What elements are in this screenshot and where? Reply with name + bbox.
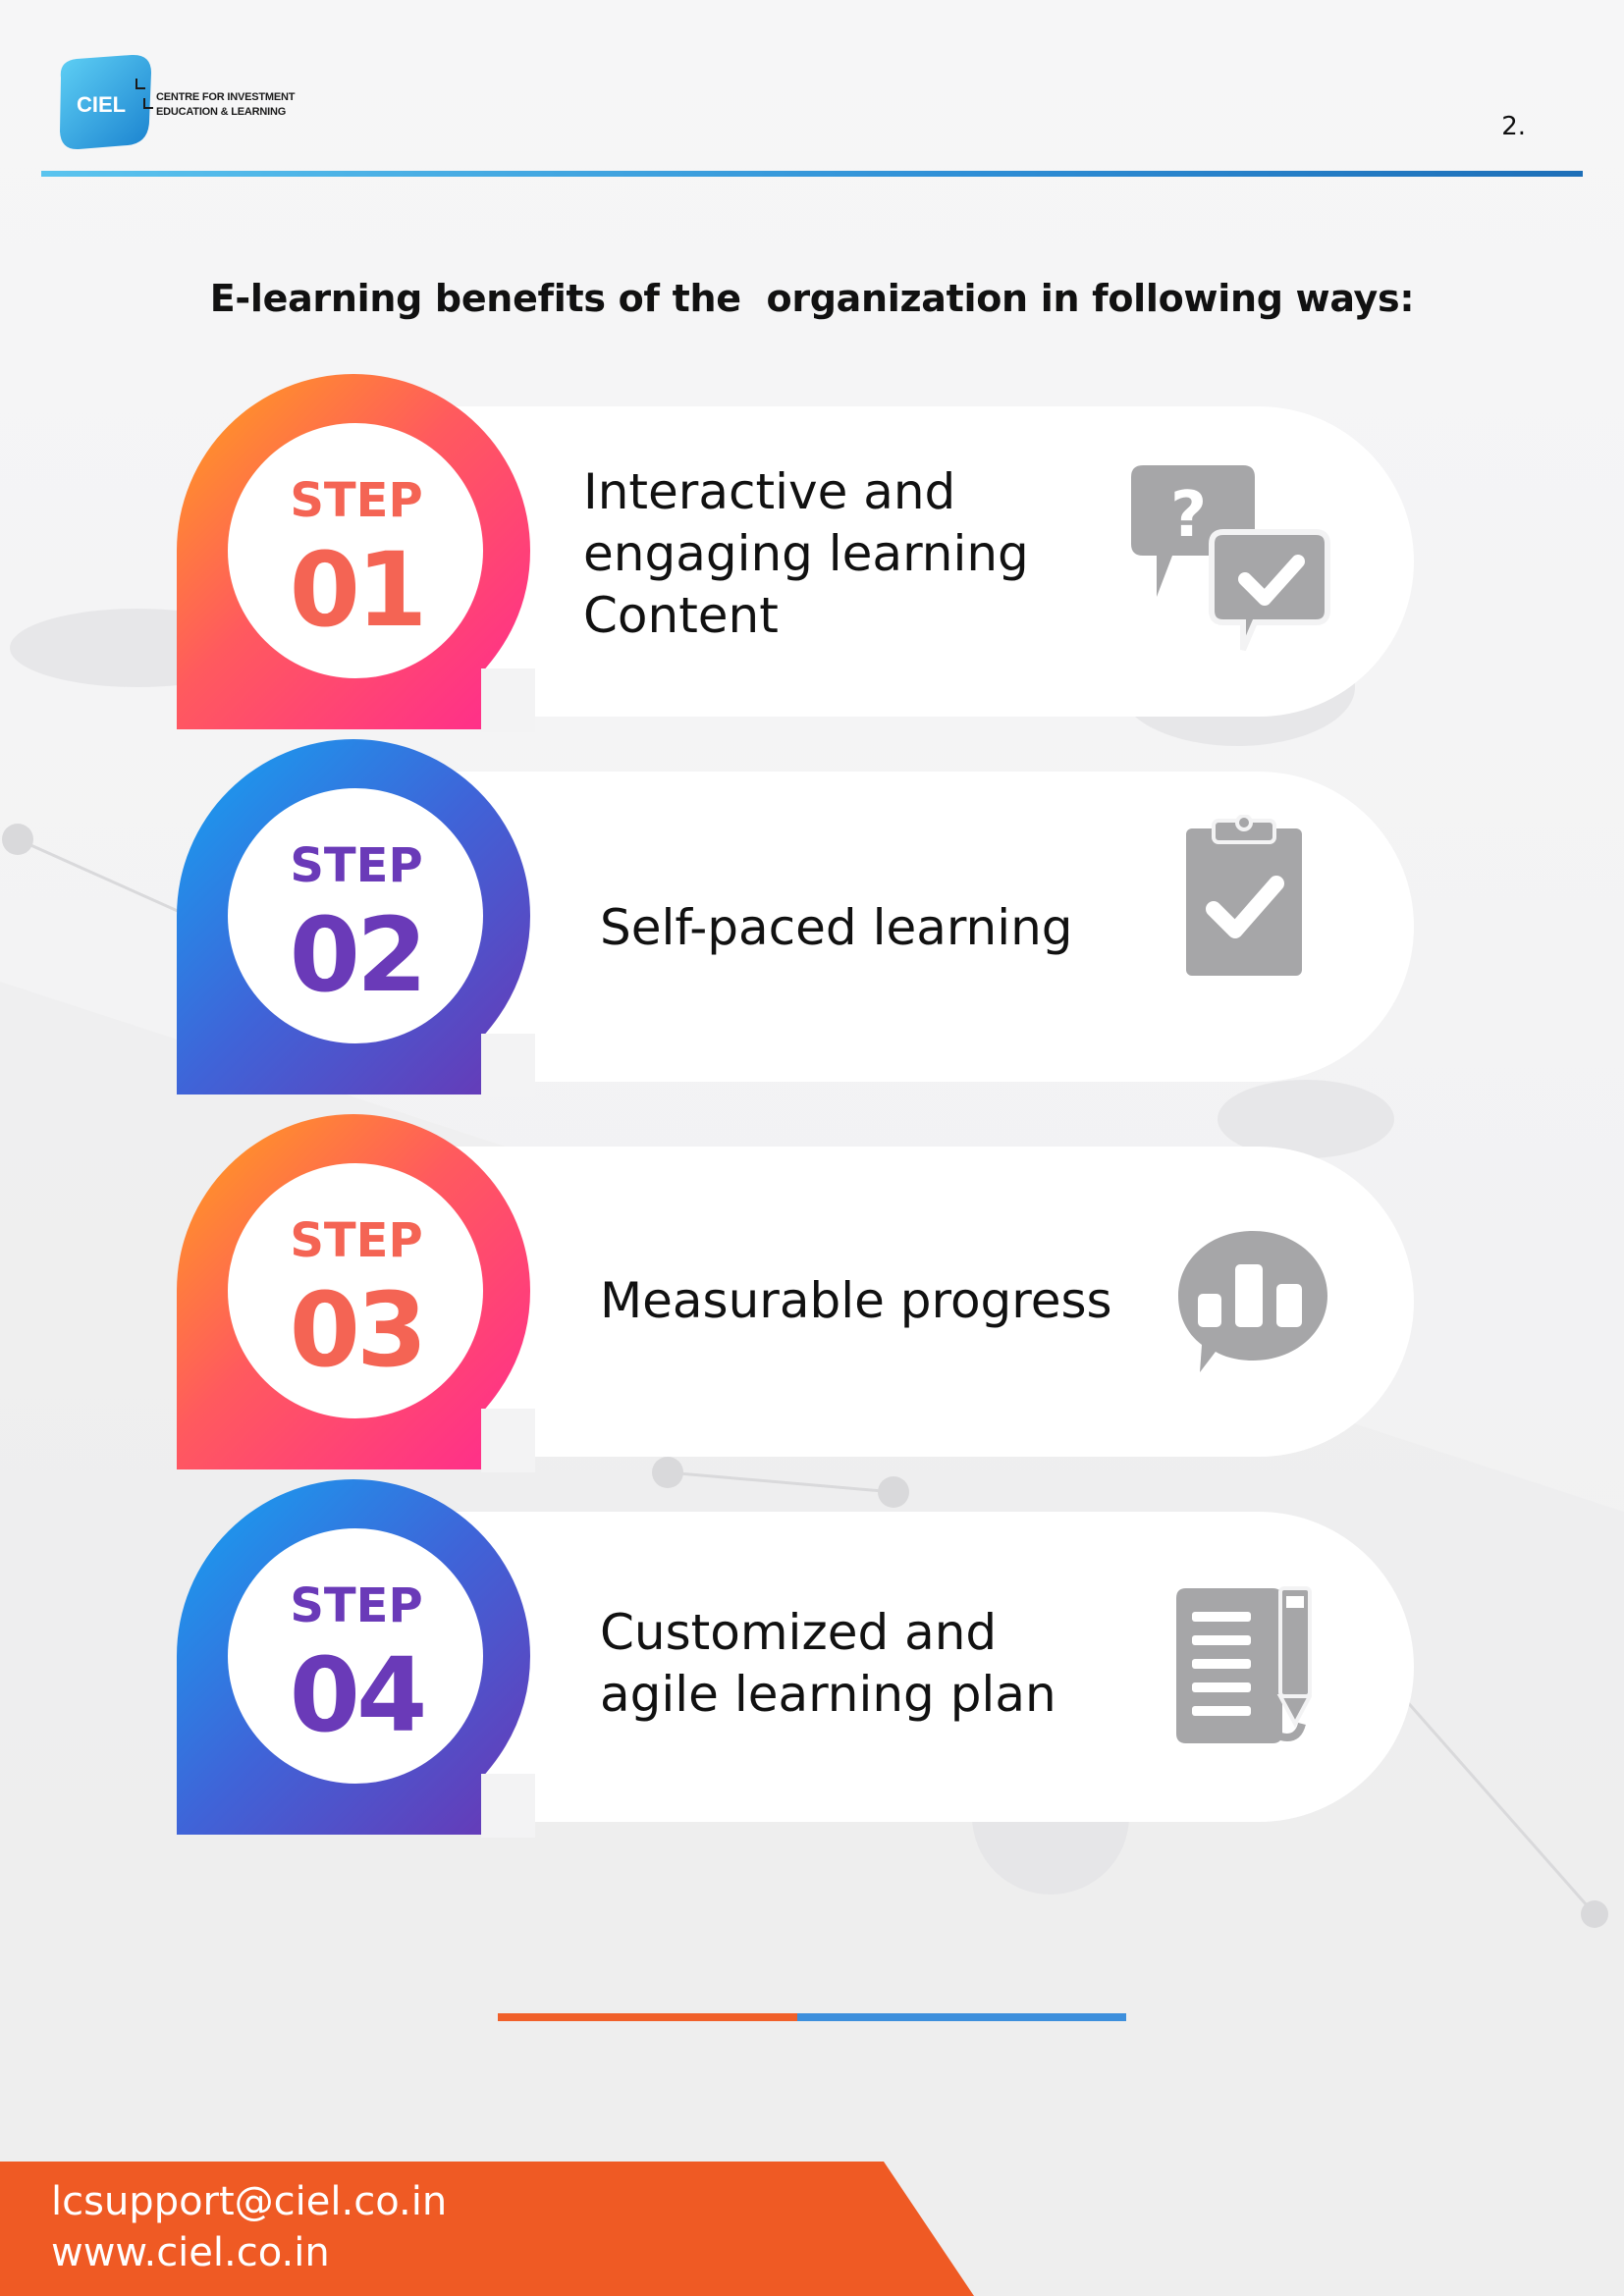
step-03-number: 03 (289, 1270, 428, 1390)
step-01-label: STEP (290, 473, 423, 528)
logo-line-2: EDUCATION & LEARNING (156, 106, 287, 118)
bottom-divider-blue (797, 2013, 1126, 2021)
step-02-number: 02 (289, 895, 428, 1015)
step-03-text: Measurable progress (600, 1272, 1112, 1329)
question-answer-chat-icon: ? (1131, 465, 1330, 652)
footer-email[interactable]: lcsupport@ciel.co.in (51, 2179, 448, 2224)
bottom-divider-orange (498, 2013, 797, 2021)
footer-band (0, 2162, 974, 2296)
ciel-logo: CIEL CENTRE FOR INVESTMENT EDUCATION & L… (55, 53, 310, 151)
page-number: 2. (1501, 112, 1526, 141)
step-03-label: STEP (290, 1213, 423, 1268)
step-04-label: STEP (290, 1578, 423, 1633)
ciel-logo-mark: CIEL (60, 54, 153, 150)
step-04-text: Customized and agile learning plan (600, 1604, 1056, 1723)
step-01-badge (177, 374, 535, 732)
step-02-label: STEP (290, 838, 423, 893)
svg-text:CIEL: CIEL (77, 92, 126, 117)
step-01-text: Interactive and engaging learning Conten… (583, 463, 1029, 644)
logo-text: CENTRE FOR INVESTMENT EDUCATION & LEARNI… (156, 90, 313, 120)
page-title: E-learning benefits of the organization … (209, 277, 1415, 320)
header-divider (41, 171, 1583, 177)
step-01-number: 01 (289, 530, 428, 650)
clipboard-check-icon (1186, 815, 1302, 976)
document-pen-icon (1176, 1586, 1312, 1743)
step-03-badge (177, 1114, 535, 1472)
step-02-text: Self-paced learning (600, 899, 1073, 956)
step-04-badge (177, 1479, 535, 1838)
svg-text:?: ? (1170, 479, 1207, 552)
chat-bar-chart-icon (1178, 1231, 1327, 1372)
step-04-number: 04 (289, 1635, 428, 1755)
logo-line-1: CENTRE FOR INVESTMENT (156, 91, 296, 103)
footer-website[interactable]: www.ciel.co.in (51, 2230, 330, 2275)
step-02-badge (177, 739, 535, 1097)
